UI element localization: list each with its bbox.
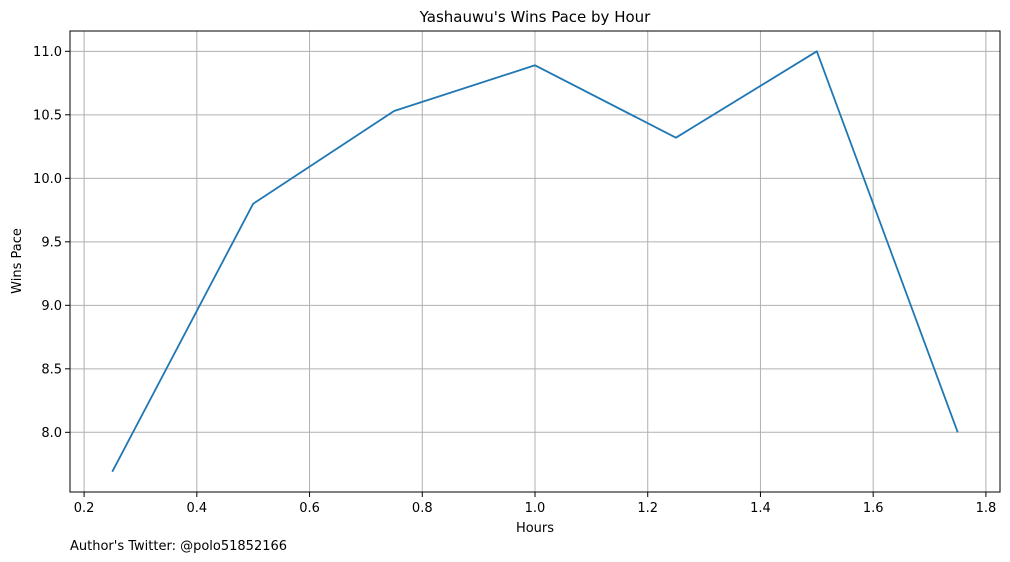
y-tick-label: 9.0 — [41, 299, 62, 314]
y-tick-label: 10.5 — [33, 108, 62, 123]
y-axis: 8.0 8.5 9.0 9.5 10.0 10.5 11.0 — [33, 45, 70, 441]
y-tick-label: 8.5 — [41, 362, 62, 377]
x-tick-label: 0.4 — [186, 501, 207, 516]
y-axis-label: Wins Pace — [10, 228, 25, 294]
y-tick-label: 11.0 — [33, 45, 62, 60]
x-tick-label: 0.2 — [74, 501, 95, 516]
x-tick-label: 1.0 — [525, 501, 546, 516]
x-axis-label: Hours — [516, 521, 554, 536]
x-tick-label: 1.6 — [863, 501, 884, 516]
x-axis: 0.2 0.4 0.6 0.8 1.0 1.2 1.4 1.6 1.8 — [74, 492, 997, 516]
x-tick-label: 1.2 — [637, 501, 658, 516]
grid — [70, 31, 1000, 492]
x-tick-label: 1.8 — [976, 501, 997, 516]
x-tick-label: 0.6 — [299, 501, 320, 516]
y-tick-label: 9.5 — [41, 235, 62, 250]
series-group — [111, 50, 959, 473]
y-tick-label: 10.0 — [33, 172, 62, 187]
x-tick-label: 0.8 — [412, 501, 433, 516]
x-tick-label: 1.4 — [750, 501, 771, 516]
author-footnote: Author's Twitter: @polo51852166 — [70, 539, 287, 554]
chart-title: Yashauwu's Wins Pace by Hour — [419, 8, 651, 26]
y-tick-label: 8.0 — [41, 426, 62, 441]
